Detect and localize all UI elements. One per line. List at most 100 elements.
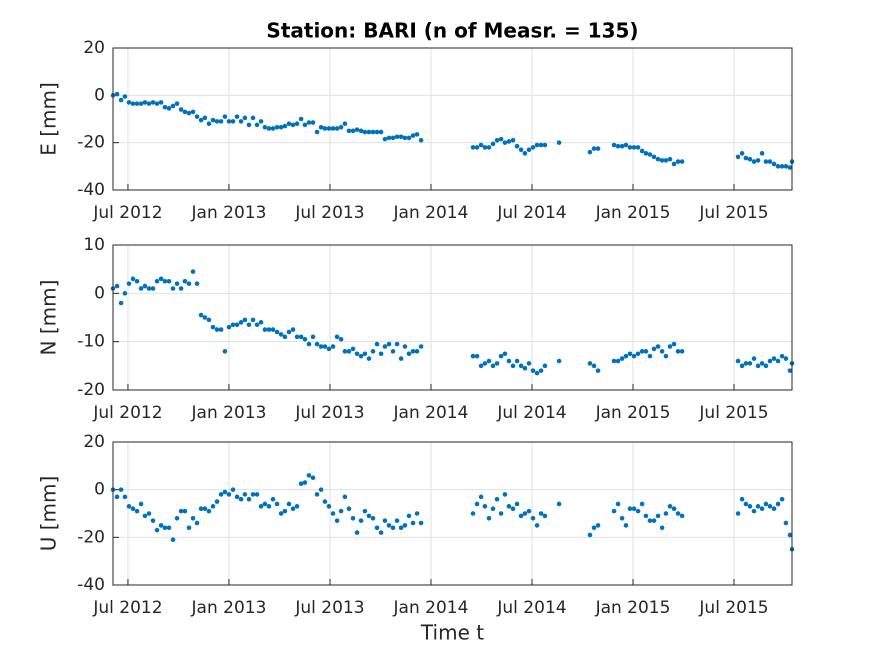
data-point: [354, 351, 360, 357]
data-point: [322, 499, 328, 504]
data-point: [631, 506, 637, 512]
data-point: [254, 322, 260, 328]
data-point: [218, 327, 224, 332]
data-point: [162, 104, 168, 110]
data-point: [310, 475, 316, 481]
data-point: [334, 334, 340, 340]
data-point: [242, 115, 248, 121]
data-point: [354, 530, 360, 535]
data-point: [142, 283, 148, 289]
data-point: [198, 117, 204, 123]
data-point: [518, 363, 524, 369]
data-point: [266, 126, 272, 131]
data-point: [510, 138, 516, 143]
data-point: [358, 518, 364, 523]
data-point: [591, 363, 597, 369]
data-point: [406, 513, 412, 519]
data-point: [763, 501, 769, 507]
data-point: [779, 353, 785, 359]
data-point: [518, 513, 524, 519]
data-point: [318, 124, 324, 130]
data-point: [530, 368, 536, 373]
data-point: [126, 281, 132, 286]
data-point: [498, 511, 504, 516]
y-tick-label: 10: [83, 235, 105, 255]
y-tick-label: -20: [77, 380, 105, 400]
x-tick-label: Jul 2013: [294, 203, 364, 223]
data-point: [410, 520, 416, 526]
data-point: [755, 363, 761, 369]
data-point: [619, 356, 625, 361]
data-point: [242, 492, 248, 497]
data-point: [534, 523, 540, 528]
data-point: [290, 506, 296, 512]
data-point: [282, 508, 288, 514]
data-point: [350, 515, 356, 521]
data-point: [386, 135, 392, 141]
data-point: [482, 504, 488, 509]
data-point: [158, 276, 164, 282]
x-tick-label: Jul 2014: [496, 203, 566, 223]
data-point: [338, 508, 344, 514]
data-point: [498, 353, 504, 359]
data-point: [743, 361, 749, 366]
data-point: [542, 363, 548, 369]
data-point: [767, 358, 773, 364]
data-point: [182, 278, 188, 284]
data-point: [162, 525, 168, 531]
data-point: [314, 492, 320, 497]
data-point: [326, 504, 332, 509]
data-point: [490, 141, 496, 147]
data-point: [186, 110, 192, 116]
data-point: [763, 159, 769, 164]
data-point: [671, 341, 677, 347]
data-point: [230, 322, 236, 328]
data-point: [230, 119, 236, 124]
data-point: [556, 140, 562, 145]
data-point: [214, 327, 220, 332]
data-point: [278, 332, 284, 337]
data-point: [250, 317, 256, 323]
data-point: [330, 126, 336, 131]
data-point: [178, 508, 184, 514]
data-point: [675, 511, 681, 516]
data-point: [639, 349, 645, 354]
data-point: [743, 155, 749, 161]
data-point: [170, 537, 176, 543]
data-point: [382, 344, 388, 349]
data-point: [611, 142, 617, 148]
data-point: [362, 129, 368, 135]
data-point: [414, 511, 420, 516]
data-point: [623, 142, 629, 148]
data-point: [587, 149, 593, 155]
data-point: [234, 114, 240, 119]
data-point: [222, 114, 228, 119]
data-point: [330, 344, 336, 349]
data-point: [342, 121, 348, 127]
y-tick-label: -40: [77, 180, 105, 200]
data-point: [298, 481, 304, 487]
y-tick-label: 20: [83, 38, 105, 58]
data-point: [222, 349, 228, 354]
y-axis-label: N [mm]: [37, 280, 61, 356]
data-point: [170, 103, 176, 109]
data-point: [767, 159, 773, 164]
data-point: [154, 101, 160, 106]
data-point: [334, 126, 340, 131]
data-point: [126, 100, 132, 105]
data-point: [138, 501, 144, 507]
data-point: [514, 358, 520, 364]
data-point: [779, 164, 785, 169]
data-point: [274, 329, 280, 335]
data-point: [635, 508, 641, 514]
data-point: [514, 143, 520, 149]
data-point: [326, 126, 332, 131]
data-point: [262, 124, 268, 130]
data-point: [190, 269, 196, 274]
data-point: [342, 494, 348, 500]
data-point: [775, 164, 781, 169]
data-point: [755, 158, 761, 163]
data-point: [246, 496, 252, 502]
data-point: [506, 504, 512, 509]
data-point: [218, 119, 224, 124]
